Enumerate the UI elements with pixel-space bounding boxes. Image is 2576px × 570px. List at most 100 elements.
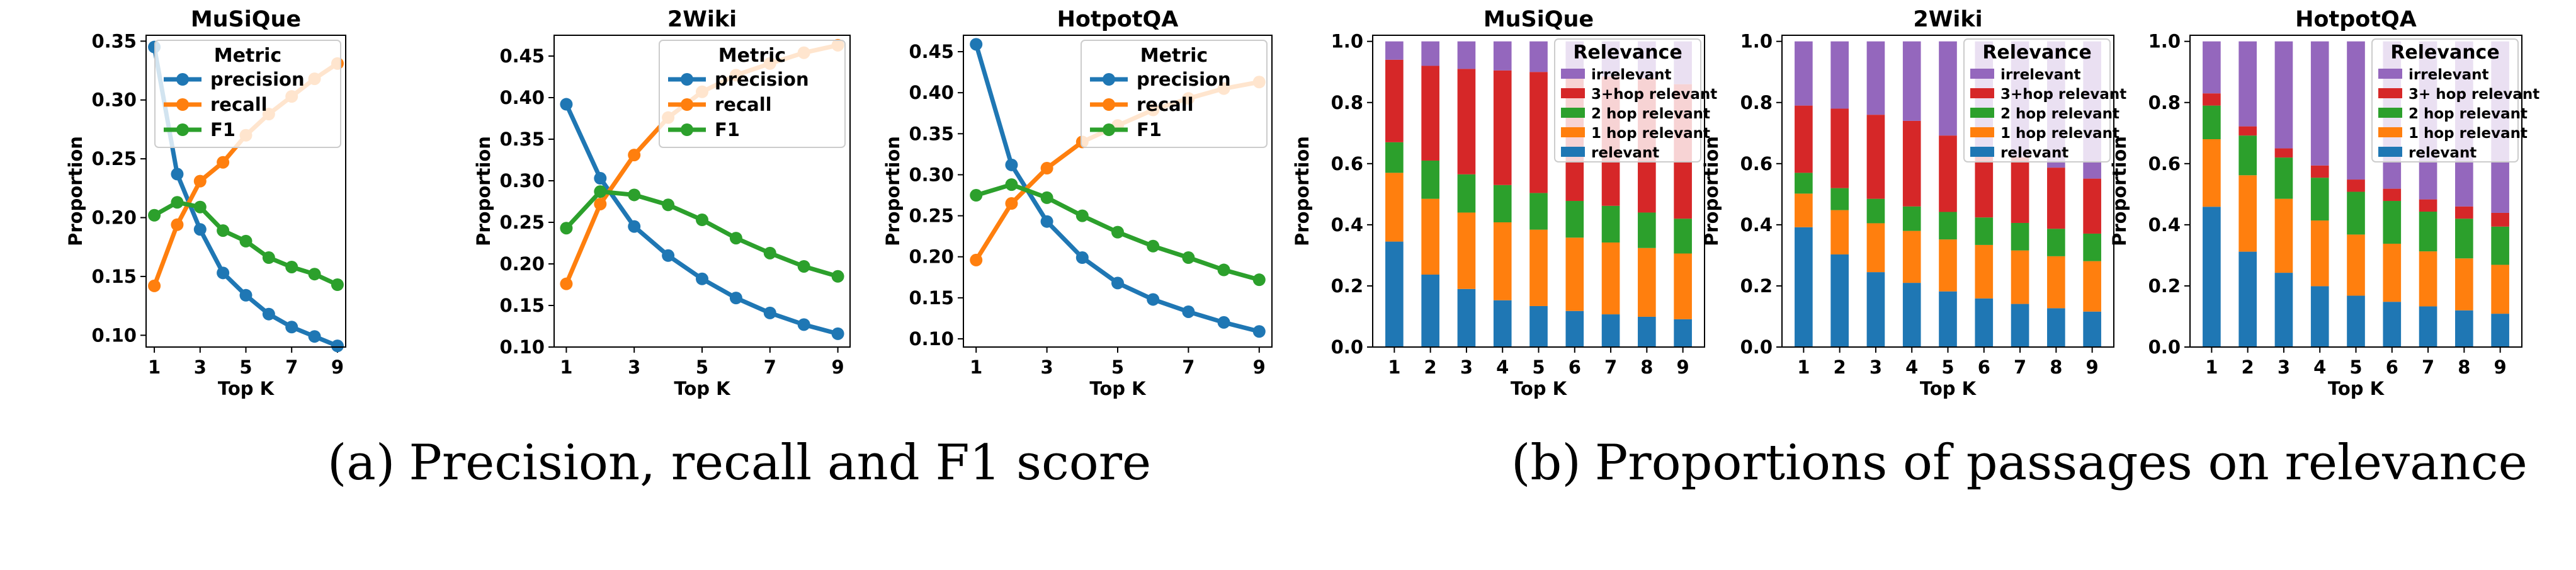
bar-3plushop-relevant	[1421, 66, 1439, 161]
y-tick-label: 0.15	[499, 295, 545, 316]
chart-6: HotpotQA 0.0 0.2 0.4 0.6 0.8 1.0 1 2 3 4 5 6 7 8 9 Top K…	[2109, 7, 2539, 399]
legend-label-1-hop-relevant: 1 hop relevant	[1591, 125, 1710, 142]
y-tick-label: 0.20	[909, 246, 954, 268]
data-point-f1	[1252, 273, 1266, 287]
x-tick-label: 3	[628, 356, 640, 378]
bar-irrelevant	[1421, 41, 1439, 66]
legend-title: Metric	[718, 45, 786, 67]
data-point-precision	[1111, 276, 1124, 290]
x-tick-label: 5	[1941, 356, 1954, 378]
y-tick-label: 0.20	[91, 207, 137, 229]
y-tick-label: 0.35	[499, 128, 545, 150]
bar-1-hop-relevant	[1565, 237, 1584, 311]
legend-marker-f1	[1103, 123, 1115, 136]
y-tick-label: 0.25	[909, 205, 954, 227]
x-tick-label: 9	[2494, 356, 2507, 378]
data-point-f1	[594, 185, 607, 198]
data-point-f1	[285, 260, 298, 273]
legend-marker-recall	[681, 98, 693, 111]
legend-swatch-irrelevant	[1561, 69, 1585, 79]
legend-box	[154, 40, 341, 148]
legend: Relevance irrelevant 3+hop relevant 2 hop r…	[1963, 38, 2126, 162]
y-axis-label: Proportion	[65, 136, 86, 246]
x-tick-label: 6	[1569, 356, 1581, 378]
x-tick-label: 3	[2278, 356, 2290, 378]
bar-2-hop-relevant	[1385, 142, 1404, 173]
bar-1-hop-relevant	[1457, 212, 1476, 289]
bar-3plushop-relevant	[1529, 72, 1548, 193]
bar-irrelevant	[1902, 41, 1921, 121]
x-tick-label: 9	[331, 356, 344, 378]
x-axis-label: Top K	[1089, 378, 1147, 399]
plot-frame	[963, 35, 1273, 348]
bar-2-hop-relevant	[1795, 173, 1813, 194]
data-point-f1	[193, 200, 207, 214]
x-axis-label: Top K	[674, 378, 731, 399]
bar-relevant	[1601, 314, 1620, 347]
legend-marker-f1	[681, 123, 693, 136]
bar-2-hop-relevant	[2083, 233, 2101, 261]
y-tick-label: 0.30	[499, 170, 545, 191]
x-axis-label: Top K	[1920, 378, 1977, 399]
plot-frame	[553, 35, 851, 348]
x-tick-label: 6	[1978, 356, 1990, 378]
chart-title: 2Wiki	[667, 7, 737, 32]
data-point-f1	[763, 246, 776, 259]
x-tick-label: 3	[194, 356, 207, 378]
series-f1	[560, 185, 844, 283]
x-tick-label: 1	[560, 356, 572, 378]
chart-title: MuSiQue	[191, 7, 301, 32]
bar-1-hop-relevant	[2310, 220, 2329, 287]
legend-label-relevant: relevant	[1591, 145, 1659, 161]
x-tick-label: 9	[832, 356, 844, 378]
bar-1-hop-relevant	[1421, 198, 1439, 275]
data-point-precision	[1217, 316, 1230, 329]
bar-1-hop-relevant	[1975, 244, 1994, 299]
data-point-precision	[331, 339, 344, 353]
bar-3plus-hop-relevant	[2203, 93, 2221, 106]
bar-relevant	[2383, 302, 2402, 347]
plot-frame	[1781, 35, 2114, 348]
data-point-recall	[560, 277, 573, 290]
bar-1-hop-relevant	[1493, 222, 1512, 300]
legend-label-2-hop-relevant: 2 hop relevant	[2000, 106, 2119, 122]
x-tick-label: 2	[1834, 356, 1846, 378]
y-tick-label: 0.4	[2148, 214, 2181, 236]
bar-relevant	[1638, 316, 1656, 347]
legend-swatch-2-hop-relevant	[1561, 108, 1585, 118]
x-tick-label: 2	[1424, 356, 1437, 378]
legend-marker-precision	[1103, 73, 1115, 86]
legend-label-precision: precision	[1137, 69, 1231, 90]
legend-marker-precision	[176, 73, 189, 86]
legend-label-f1: F1	[1137, 119, 1162, 140]
data-point-f1	[1147, 239, 1160, 253]
data-point-f1	[1111, 225, 1124, 239]
legend-box	[659, 40, 846, 148]
data-point-precision	[970, 38, 983, 51]
data-point-f1	[628, 188, 641, 202]
legend: Relevance irrelevant 3+hop relevant 2 hop r…	[1554, 38, 1717, 162]
x-axis-label: Top K	[2328, 378, 2385, 399]
bar-relevant	[2047, 308, 2065, 347]
legend-label-f1: F1	[715, 119, 740, 140]
bar-3plus-hop-relevant	[2491, 212, 2509, 227]
x-tick-label: 5	[1532, 356, 1545, 378]
y-axis-label: Proportion	[1291, 136, 1313, 246]
bar-relevant	[2238, 251, 2257, 347]
bar-relevant	[1457, 288, 1476, 347]
bar-1-hop-relevant	[2383, 243, 2402, 302]
y-axis-label: Proportion	[882, 136, 904, 246]
x-tick-label: 7	[2014, 356, 2026, 378]
bar-relevant	[1493, 300, 1512, 347]
caption-b-label: (b)	[1511, 435, 1581, 491]
y-tick-label: 0.8	[1331, 92, 1363, 113]
bar-2-hop-relevant	[2047, 229, 2065, 256]
bar-1-hop-relevant	[1830, 210, 1849, 254]
bar-3plus-hop-relevant	[2383, 188, 2402, 202]
bar-1-hop-relevant	[2274, 198, 2293, 273]
bar-stack-5	[1529, 41, 1548, 347]
x-tick-label: 7	[2422, 356, 2434, 378]
x-tick-label: 5	[239, 356, 252, 378]
data-point-recall	[628, 149, 641, 162]
